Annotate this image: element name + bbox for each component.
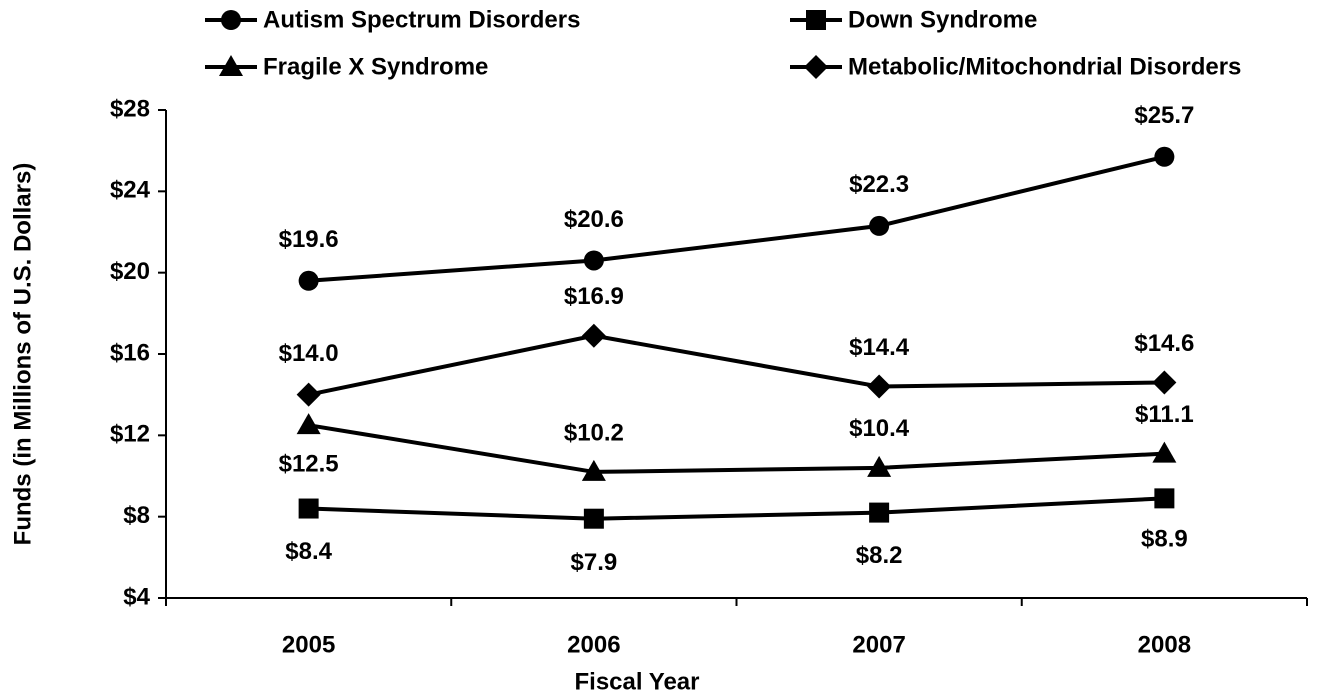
marker [869,215,890,236]
marker [219,55,243,76]
marker [221,10,241,30]
series-line [308,496,1165,521]
legend-label: Metabolic/Mitochondrial Disorders [848,53,1241,80]
data-label: $7.9 [571,549,618,576]
y-tick-label: $12 [110,421,150,448]
data-label: $8.4 [285,538,332,565]
data-label: $19.6 [279,226,339,253]
marker [806,10,826,30]
marker [581,323,606,348]
x-tick-label: 2005 [282,631,335,658]
series-line [308,154,1165,283]
data-label: $8.9 [1141,526,1188,553]
data-label: $22.3 [849,171,909,198]
data-label: $16.9 [564,283,624,310]
data-label: $25.7 [1134,102,1194,129]
marker [583,250,604,271]
marker [583,508,604,529]
y-tick-label: $4 [123,583,150,610]
marker [298,270,319,291]
y-tick-label: $24 [110,177,151,204]
data-label: $12.5 [279,451,339,478]
data-label: $14.4 [849,334,910,361]
data-label: $14.0 [279,340,339,367]
marker [581,459,606,481]
legend-label: Fragile X Syndrome [263,53,488,80]
data-label: $14.6 [1134,330,1194,357]
data-label: $10.2 [564,419,624,446]
series-line [308,333,1165,397]
y-tick-label: $28 [110,95,150,122]
x-axis-title: Fiscal Year [575,668,700,695]
marker [867,374,892,399]
marker [298,498,319,519]
y-axis-title: Funds (in Millions of U.S. Dollars) [9,163,36,546]
marker [1154,488,1175,509]
marker [1152,441,1177,463]
legend-label: Down Syndrome [848,6,1037,33]
marker [296,382,321,407]
x-tick-label: 2006 [567,631,620,658]
series-line [308,423,1165,474]
y-tick-label: $8 [123,502,150,529]
data-label: $8.2 [856,542,903,569]
marker [1152,370,1177,395]
y-tick-label: $16 [110,339,150,366]
legend-label: Autism Spectrum Disorders [263,6,580,33]
marker [869,502,890,523]
data-label: $10.4 [849,415,910,442]
marker [296,413,321,435]
data-label: $11.1 [1135,401,1194,428]
marker [804,55,828,79]
x-tick-label: 2008 [1138,631,1191,658]
marker [867,455,892,477]
y-tick-label: $20 [110,258,150,285]
data-label: $20.6 [564,206,624,233]
x-tick-label: 2007 [852,631,905,658]
marker [1154,146,1175,167]
